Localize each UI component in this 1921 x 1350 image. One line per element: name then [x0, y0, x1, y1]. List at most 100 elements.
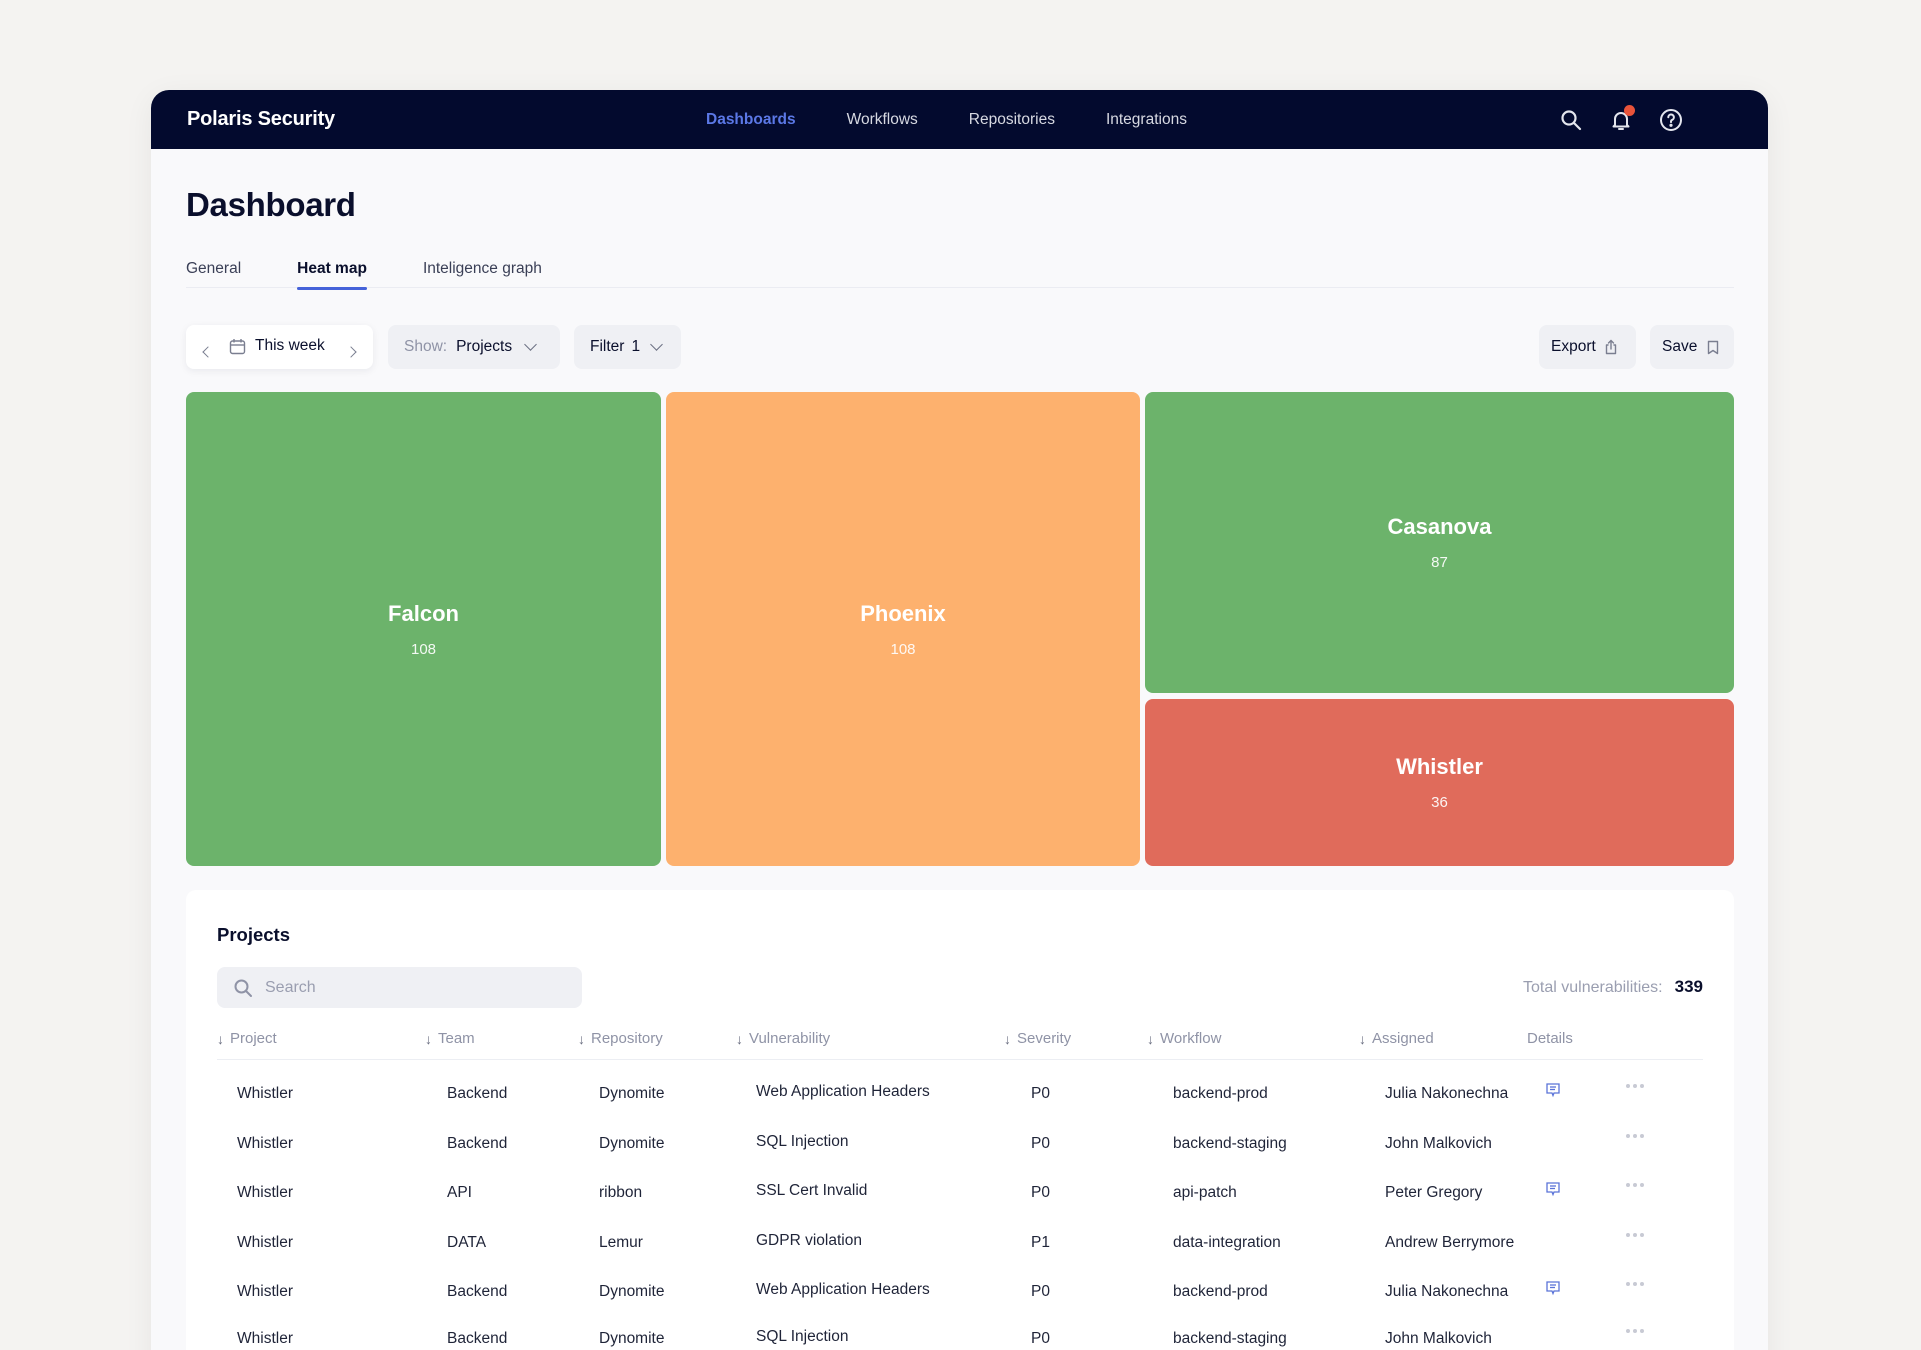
- cell-project: Whistler: [237, 1283, 293, 1300]
- column-label: Vulnerability: [749, 1030, 831, 1047]
- cell-severity: P1: [1031, 1234, 1050, 1251]
- nav-item-integrations[interactable]: Integrations: [1105, 110, 1187, 128]
- date-range-label[interactable]: This week: [255, 337, 325, 354]
- tile-whistler[interactable]: Whistler 36: [1145, 699, 1734, 866]
- column-label: Details: [1527, 1030, 1573, 1047]
- column-vulnerability[interactable]: ↓ Vulnerability: [736, 1030, 830, 1047]
- cell-severity: P0: [1031, 1330, 1050, 1347]
- column-label: Repository: [591, 1030, 663, 1047]
- total-label: Total vulnerabilities:: [1523, 979, 1663, 996]
- cell-workflow: backend-prod: [1173, 1085, 1268, 1102]
- export-label: Export: [1551, 338, 1596, 355]
- search-icon: [233, 978, 253, 998]
- cell-team: Backend: [447, 1283, 508, 1300]
- help-icon[interactable]: [1659, 108, 1683, 132]
- tile-phoenix[interactable]: Phoenix 108: [666, 392, 1140, 866]
- column-label: Severity: [1017, 1030, 1072, 1047]
- comment-icon[interactable]: [1545, 1082, 1561, 1098]
- column-severity[interactable]: ↓ Severity: [1004, 1030, 1071, 1047]
- table-header: ↓ Project ↓ Team ↓ Repository ↓ Vulnerabilit…: [217, 1028, 1703, 1060]
- calendar-icon: [229, 338, 246, 360]
- cell-severity: P0: [1031, 1135, 1050, 1152]
- show-label: Show:: [404, 338, 448, 355]
- filter-dropdown[interactable]: Filter 1: [574, 325, 681, 369]
- top-nav-bar: Polaris Security Dashboards Workflows Re…: [151, 90, 1768, 149]
- tile-name: Falcon: [388, 600, 459, 626]
- search-input[interactable]: [265, 978, 565, 997]
- tile-value: 108: [410, 640, 437, 658]
- column-team[interactable]: ↓ Team: [425, 1030, 475, 1047]
- chevron-down-icon: [650, 338, 663, 351]
- table-row[interactable]: Whistler Backend Dynomite Web Applicatio…: [217, 1069, 1703, 1118]
- nav-item-workflows[interactable]: Workflows: [846, 110, 918, 128]
- table-row[interactable]: Whistler Backend Dynomite Web Applicatio…: [217, 1267, 1703, 1316]
- cell-workflow: api-patch: [1173, 1184, 1237, 1201]
- column-assigned[interactable]: ↓ Assigned: [1359, 1030, 1434, 1047]
- cell-team: Backend: [447, 1135, 508, 1152]
- cell-project: Whistler: [237, 1234, 293, 1251]
- show-dropdown[interactable]: Show: Projects: [388, 325, 560, 369]
- tab-heat-map[interactable]: Heat map: [297, 260, 367, 290]
- table-row[interactable]: Whistler Backend Dynomite SQL Injection …: [217, 1314, 1703, 1350]
- more-options-icon[interactable]: [1626, 1183, 1646, 1191]
- search-icon[interactable]: [1559, 108, 1583, 132]
- cell-assigned: Julia Nakonechna: [1385, 1283, 1509, 1300]
- date-range-picker: This week: [186, 325, 373, 369]
- cell-workflow: backend-prod: [1173, 1283, 1268, 1300]
- column-label: Assigned: [1372, 1030, 1434, 1047]
- chevron-right-icon: [345, 346, 357, 358]
- column-label: Project: [230, 1030, 277, 1047]
- app-window: Polaris Security Dashboards Workflows Re…: [151, 90, 1768, 1350]
- cell-vulnerability: Web Application Headers: [756, 1281, 930, 1298]
- tab-inteligence-graph[interactable]: Inteligence graph: [422, 260, 542, 277]
- tile-value: 87: [1431, 554, 1448, 571]
- more-options-icon[interactable]: [1626, 1233, 1646, 1241]
- cell-vulnerability: SQL Injection: [756, 1133, 849, 1150]
- column-project[interactable]: ↓ Project: [217, 1030, 277, 1047]
- cell-workflow: data-integration: [1173, 1234, 1281, 1251]
- more-options-icon[interactable]: [1626, 1329, 1646, 1337]
- projects-title: Projects: [217, 924, 291, 945]
- cell-team: API: [447, 1184, 472, 1201]
- tile-name: Casanova: [1387, 514, 1492, 539]
- table-row[interactable]: Whistler API ribbon SSL Cert Invalid P0 …: [217, 1168, 1703, 1217]
- cell-vulnerability: Web Application Headers: [756, 1083, 930, 1100]
- cell-repository: Dynomite: [599, 1135, 665, 1152]
- cell-project: Whistler: [237, 1330, 293, 1347]
- nav-item-dashboards[interactable]: Dashboards: [706, 110, 796, 128]
- cell-project: Whistler: [237, 1184, 293, 1201]
- nav-item-repositories[interactable]: Repositories: [968, 110, 1055, 128]
- brand-logo[interactable]: Polaris Security: [187, 108, 335, 130]
- tab-general[interactable]: General: [186, 260, 242, 277]
- bell-icon[interactable]: [1609, 104, 1635, 132]
- table-row[interactable]: Whistler Backend Dynomite SQL Injection …: [217, 1119, 1703, 1168]
- main-nav: Dashboards Workflows Repositories Integr…: [706, 90, 1238, 149]
- cell-project: Whistler: [237, 1135, 293, 1152]
- cell-team: Backend: [447, 1330, 508, 1347]
- sort-arrow-icon: ↓: [1359, 1030, 1366, 1047]
- tile-value: 108: [890, 640, 916, 658]
- save-button[interactable]: Save: [1650, 325, 1734, 369]
- next-period-button[interactable]: [345, 343, 357, 361]
- cell-workflow: backend-staging: [1173, 1330, 1287, 1347]
- share-icon: [1604, 339, 1618, 355]
- heat-map-chart: Falcon 108 Phoenix 108 Casanova 87 Whist…: [186, 392, 1734, 866]
- cell-assigned: John Malkovich: [1385, 1135, 1492, 1152]
- more-options-icon[interactable]: [1626, 1084, 1646, 1092]
- more-options-icon[interactable]: [1626, 1282, 1646, 1290]
- cell-vulnerability: GDPR violation: [756, 1232, 862, 1249]
- comment-icon[interactable]: [1545, 1181, 1561, 1197]
- cell-severity: P0: [1031, 1184, 1050, 1201]
- sort-arrow-icon: ↓: [425, 1030, 432, 1047]
- column-workflow[interactable]: ↓ Workflow: [1147, 1030, 1221, 1047]
- comment-icon[interactable]: [1545, 1280, 1561, 1296]
- save-label: Save: [1662, 338, 1698, 355]
- column-repository[interactable]: ↓ Repository: [578, 1030, 663, 1047]
- chevron-down-icon: [524, 338, 537, 351]
- table-row[interactable]: Whistler DATA Lemur GDPR violation P1 da…: [217, 1218, 1703, 1267]
- tile-falcon[interactable]: Falcon 108: [186, 392, 661, 866]
- export-button[interactable]: Export: [1539, 325, 1636, 369]
- tile-casanova[interactable]: Casanova 87: [1145, 392, 1734, 693]
- more-options-icon[interactable]: [1626, 1134, 1646, 1142]
- prev-period-button[interactable]: [202, 343, 214, 361]
